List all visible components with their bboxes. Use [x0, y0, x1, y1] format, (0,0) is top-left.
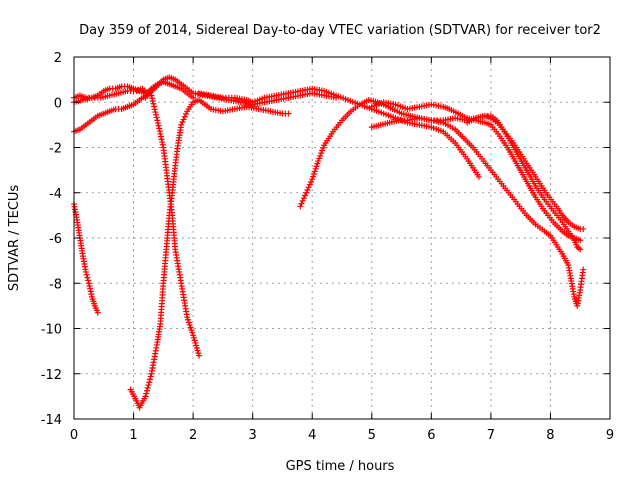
data-point	[178, 121, 185, 128]
data-point	[149, 97, 156, 104]
y-tick-label: -2	[49, 142, 62, 157]
data-point	[577, 246, 584, 253]
data-point	[315, 158, 322, 165]
data-point	[303, 189, 310, 196]
x-tick-label: 6	[427, 428, 435, 443]
data-point	[318, 150, 325, 157]
data-point	[300, 195, 307, 202]
data-point	[302, 192, 309, 199]
data-point	[181, 113, 188, 120]
y-tick-label: -8	[49, 277, 62, 292]
data-point	[84, 274, 91, 281]
data-point	[179, 119, 186, 126]
data-point	[94, 309, 101, 316]
x-tick-label: 8	[546, 428, 554, 443]
data-point	[580, 225, 587, 232]
data-point	[319, 147, 326, 154]
data-marks	[71, 74, 587, 411]
data-point	[143, 387, 150, 394]
y-axis-label: SDTVAR / TECUs	[7, 185, 22, 292]
data-point	[82, 268, 89, 275]
x-tick-label: 7	[487, 428, 495, 443]
series-sat-k	[368, 115, 587, 309]
data-point	[306, 181, 313, 188]
x-tick-label: 1	[129, 428, 137, 443]
data-point	[316, 155, 323, 162]
data-point	[146, 376, 153, 383]
chart-title: Day 359 of 2014, Sidereal Day-to-day VTE…	[79, 23, 601, 38]
x-tick-label: 9	[606, 428, 614, 443]
data-point	[285, 110, 292, 117]
data-point	[153, 114, 160, 121]
data-point	[297, 203, 304, 210]
data-point	[180, 116, 187, 123]
data-point	[85, 277, 92, 284]
data-point	[83, 271, 90, 278]
y-tick-label: 2	[54, 51, 62, 66]
data-point	[150, 100, 157, 107]
data-point	[144, 384, 151, 391]
series-sat-e	[127, 96, 292, 411]
data-point	[153, 111, 160, 118]
data-point	[182, 111, 189, 118]
data-point	[580, 266, 587, 273]
data-point	[147, 373, 154, 380]
x-tick-label: 4	[308, 428, 316, 443]
x-tick-label: 0	[70, 428, 78, 443]
x-tick-label: 5	[368, 428, 376, 443]
data-point	[143, 390, 150, 397]
data-point	[152, 109, 159, 116]
y-tick-label: -6	[49, 232, 62, 247]
y-tick-label: -12	[41, 368, 62, 383]
data-point	[317, 152, 324, 159]
axis-ticks: 0 1 2 3 4 5 6 7 8 9 2 0 -2 -4 -6 -8 -10 -12 -14	[41, 51, 614, 443]
data-point	[151, 106, 158, 113]
y-tick-label: -4	[49, 187, 62, 202]
data-point	[298, 200, 305, 207]
data-point	[475, 173, 482, 180]
x-axis-label: GPS time / hours	[286, 459, 395, 474]
y-tick-label: -10	[41, 323, 62, 338]
data-point	[304, 187, 311, 194]
y-tick-label: 0	[54, 96, 62, 111]
data-point	[151, 103, 158, 110]
data-point	[299, 197, 306, 204]
x-tick-label: 3	[249, 428, 257, 443]
x-tick-label: 2	[189, 428, 197, 443]
data-point	[305, 184, 312, 191]
data-point	[149, 95, 156, 102]
data-point	[577, 237, 584, 244]
data-point	[320, 144, 327, 151]
data-point	[145, 382, 152, 389]
data-point	[196, 352, 203, 359]
series-sat-j	[464, 112, 587, 232]
data-point	[142, 393, 149, 400]
series-sat-i	[368, 99, 584, 244]
y-tick-label: -14	[41, 413, 62, 428]
data-point	[146, 379, 153, 386]
series-sat-d	[71, 201, 101, 316]
data-point	[308, 178, 315, 185]
